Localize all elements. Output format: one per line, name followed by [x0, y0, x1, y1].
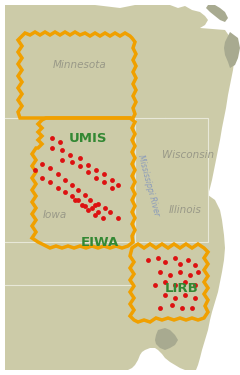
Text: Iowa: Iowa [43, 210, 67, 220]
Text: LIRB: LIRB [165, 282, 199, 294]
Text: EIWA: EIWA [81, 236, 119, 249]
Text: Mississippi River: Mississippi River [136, 153, 161, 217]
Polygon shape [224, 32, 240, 68]
Polygon shape [5, 5, 235, 370]
Text: UMIS: UMIS [69, 132, 107, 144]
Polygon shape [155, 328, 178, 350]
Text: Wisconsin: Wisconsin [162, 150, 214, 160]
Text: Minnesota: Minnesota [53, 60, 107, 70]
Text: Illinois: Illinois [168, 205, 201, 215]
Polygon shape [206, 5, 228, 22]
